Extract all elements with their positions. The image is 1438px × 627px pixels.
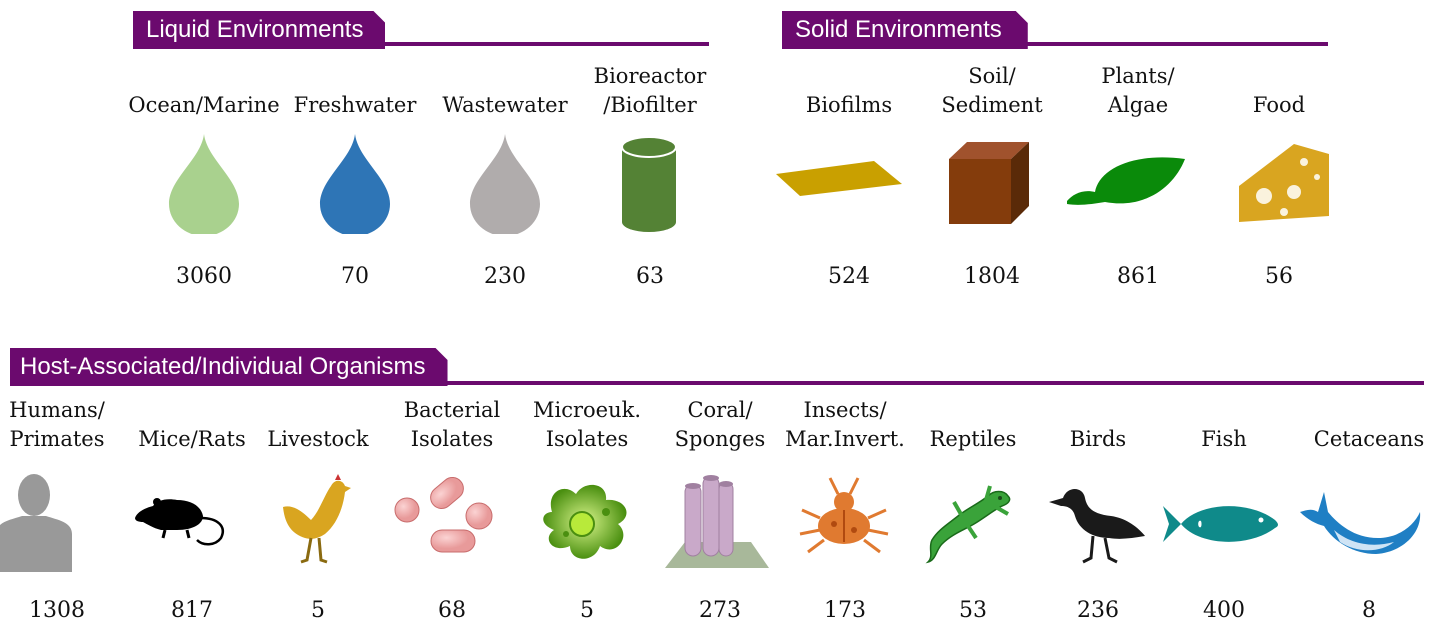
category-label: Bioreactor/Biofilter xyxy=(575,60,725,120)
sample-count: 230 xyxy=(484,264,526,289)
bird-icon xyxy=(1049,472,1145,572)
sample-count: 400 xyxy=(1203,598,1245,623)
sample-count: 63 xyxy=(636,264,664,289)
sample-count: 5 xyxy=(580,598,594,623)
chicken-icon xyxy=(273,472,363,572)
bacteria-icon xyxy=(394,472,497,572)
host-header-title: Host-Associated/Individual Organisms xyxy=(10,348,448,386)
category-label-line2: Birds xyxy=(1069,427,1127,451)
whale-icon xyxy=(1300,472,1421,572)
category-label-line1: Coral/ xyxy=(687,398,753,422)
drop-icon xyxy=(310,134,400,234)
drop-icon xyxy=(460,134,550,234)
category-label-line2: Wastewater xyxy=(442,93,568,117)
category-label-line2: Algae xyxy=(1107,93,1169,117)
category-label: Bacterial Isolates xyxy=(377,394,527,454)
category-label: Reptiles xyxy=(898,394,1048,454)
cheese-icon xyxy=(1234,134,1329,234)
sample-count: 68 xyxy=(438,598,466,623)
category-label-line1: Microeuk. xyxy=(532,398,641,422)
category-label: Fish xyxy=(1149,394,1299,454)
liquid-header-rule xyxy=(133,42,709,46)
mouse-icon xyxy=(135,472,237,572)
sample-count: 236 xyxy=(1077,598,1119,623)
liquid-header-title: Liquid Environments xyxy=(133,11,385,49)
category-label: Insects/Mar.Invert. xyxy=(770,394,920,454)
sample-count: 5 xyxy=(311,598,325,623)
sample-count: 53 xyxy=(959,598,987,623)
fish-icon xyxy=(1163,472,1278,572)
category-label: Livestock xyxy=(243,394,393,454)
category-label-line1: Soil/ xyxy=(968,64,1016,88)
category-label-line2: Fish xyxy=(1201,427,1247,451)
category-label-line2: Isolates xyxy=(545,427,629,451)
category-label: Birds xyxy=(1023,394,1173,454)
cube-icon xyxy=(947,134,1037,234)
category-label-line2: Cetaceans xyxy=(1313,427,1425,451)
sample-count: 1308 xyxy=(29,598,85,623)
category-label-line2: Mar.Invert. xyxy=(785,427,905,451)
category-label-line1: Bioreactor xyxy=(593,64,707,88)
sample-count: 861 xyxy=(1117,264,1159,289)
microeukaryote-icon xyxy=(542,472,632,572)
category-label: Humans/Primates xyxy=(0,394,132,454)
category-label: Cetaceans xyxy=(1294,394,1438,454)
category-label-line2: Ocean/Marine xyxy=(128,93,280,117)
solid-header-rule xyxy=(782,42,1328,46)
category-label-line2: Mice/Rats xyxy=(138,427,246,451)
category-label: Wastewater xyxy=(430,60,580,120)
sample-count: 524 xyxy=(828,264,870,289)
category-label-line2: Livestock xyxy=(267,427,369,451)
category-label: Biofilms xyxy=(774,60,924,120)
lizard-icon xyxy=(925,472,1018,572)
cylinder-icon xyxy=(605,134,695,234)
sample-count: 8 xyxy=(1362,598,1376,623)
category-label: Soil/Sediment xyxy=(917,60,1067,120)
sample-count: 273 xyxy=(699,598,741,623)
category-label-line2: /Biofilter xyxy=(603,93,697,117)
category-label-line2: Sponges xyxy=(674,427,766,451)
sponge-icon xyxy=(665,472,769,572)
insect-icon xyxy=(799,472,890,572)
category-label-line2: Isolates xyxy=(410,427,494,451)
category-label-line2: Reptiles xyxy=(929,427,1017,451)
human-icon xyxy=(0,472,102,572)
category-label-line2: Sediment xyxy=(941,93,1043,117)
category-label-line1: Humans/ xyxy=(9,398,105,422)
category-label-line1: Plants/ xyxy=(1101,64,1175,88)
sample-count: 70 xyxy=(341,264,369,289)
solid-header-title: Solid Environments xyxy=(782,11,1028,49)
category-label: Microeuk. Isolates xyxy=(512,394,662,454)
sample-count: 1804 xyxy=(964,264,1020,289)
host-header-rule xyxy=(10,381,1424,385)
category-label-line2: Freshwater xyxy=(293,93,417,117)
leaf-icon xyxy=(1067,134,1185,234)
category-label: Freshwater xyxy=(280,60,430,120)
category-label: Coral/Sponges xyxy=(645,394,795,454)
sample-count: 173 xyxy=(824,598,866,623)
category-label-line1: Insects/ xyxy=(803,398,887,422)
solid-header: Solid Environments xyxy=(782,11,1328,49)
category-label: Plants/Algae xyxy=(1063,60,1213,120)
category-label-line2: Food xyxy=(1252,93,1306,117)
sample-count: 56 xyxy=(1265,264,1293,289)
category-label: Ocean/Marine xyxy=(128,60,280,120)
category-label-line1: Bacterial xyxy=(403,398,501,422)
host-header: Host-Associated/Individual Organisms xyxy=(10,348,1424,386)
category-label-line2: Biofilms xyxy=(805,93,893,117)
liquid-header: Liquid Environments xyxy=(133,11,709,49)
category-label: Mice/Rats xyxy=(117,394,267,454)
sample-count: 3060 xyxy=(176,264,232,289)
drop-icon xyxy=(159,134,249,234)
sample-count: 817 xyxy=(171,598,213,623)
film-icon xyxy=(776,134,902,234)
category-label: Food xyxy=(1204,60,1354,120)
category-label-line2: Primates xyxy=(9,427,105,451)
